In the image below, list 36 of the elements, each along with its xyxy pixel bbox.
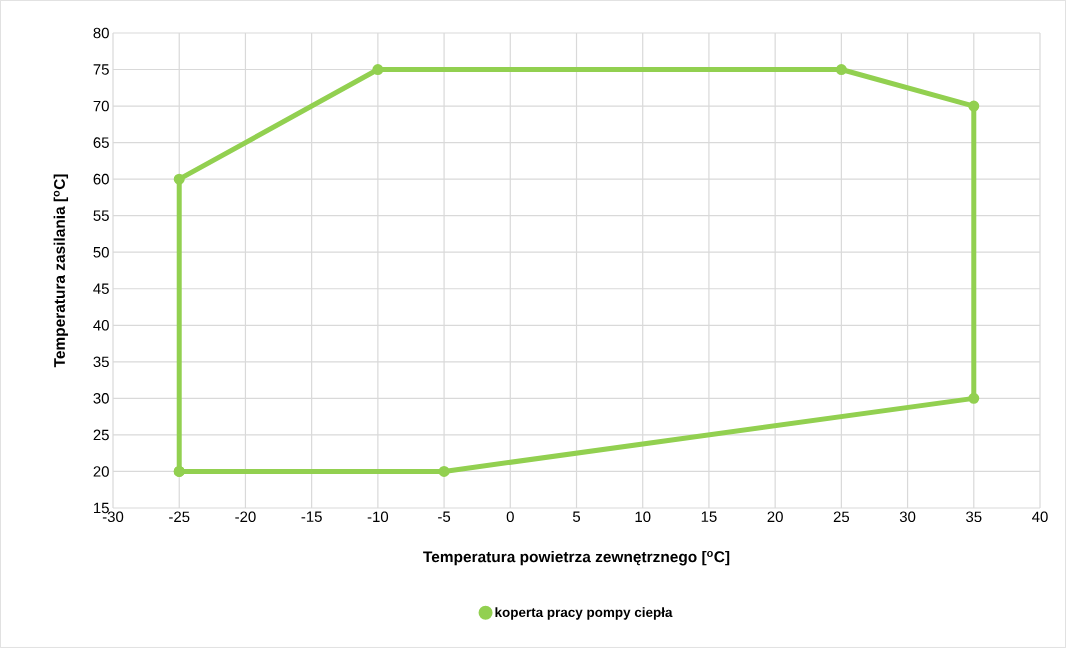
x-tick-label: -15	[301, 511, 322, 522]
y-tick-label: 30	[93, 393, 109, 404]
x-tick-label: 25	[833, 511, 850, 523]
point	[438, 465, 450, 477]
point	[835, 64, 847, 76]
x-tick-label: 30	[899, 511, 916, 523]
y-tick-label: 80	[93, 27, 109, 39]
x-tick-label: 35	[966, 511, 982, 523]
x-tick-label: -20	[235, 511, 256, 523]
x-axis-title: Temperatura powietrza zewnętrznego [$^{o}$C]	[423, 550, 730, 566]
y-tick-label: 45	[93, 283, 109, 294]
y-tick-label: 25	[93, 429, 109, 441]
y-tick-label: 70	[93, 100, 109, 112]
y-tick-label: 35	[93, 356, 109, 368]
y-tick-label: 50	[93, 246, 109, 258]
y-tick-label: 75	[93, 64, 109, 75]
y-tick-label: 55	[93, 210, 109, 221]
point	[968, 392, 980, 404]
x-tick-label: -5	[438, 511, 451, 522]
x-tick-label: 20	[767, 511, 783, 523]
x-tick-label: 15	[701, 511, 717, 522]
x-tick-label: 10	[635, 511, 651, 523]
x-tick-label: -25	[169, 511, 190, 523]
y-tick-label: 65	[93, 137, 109, 148]
x-tick-label: 0	[506, 511, 514, 523]
x-tick-label: 40	[1032, 511, 1048, 523]
legend-label: koperta pracy pompy ciepła	[495, 607, 673, 620]
point	[968, 100, 980, 112]
point	[173, 173, 185, 185]
x-tick-label: -10	[367, 511, 389, 523]
y-tick-label: 60	[93, 173, 109, 185]
point	[372, 64, 384, 76]
y-tick-label: 40	[93, 320, 109, 331]
y-axis-title: Temperatura zasilania [$^{o}$C]	[53, 174, 69, 368]
y-tick-label: 20	[93, 466, 109, 477]
x-tick-label: 5	[572, 511, 581, 522]
